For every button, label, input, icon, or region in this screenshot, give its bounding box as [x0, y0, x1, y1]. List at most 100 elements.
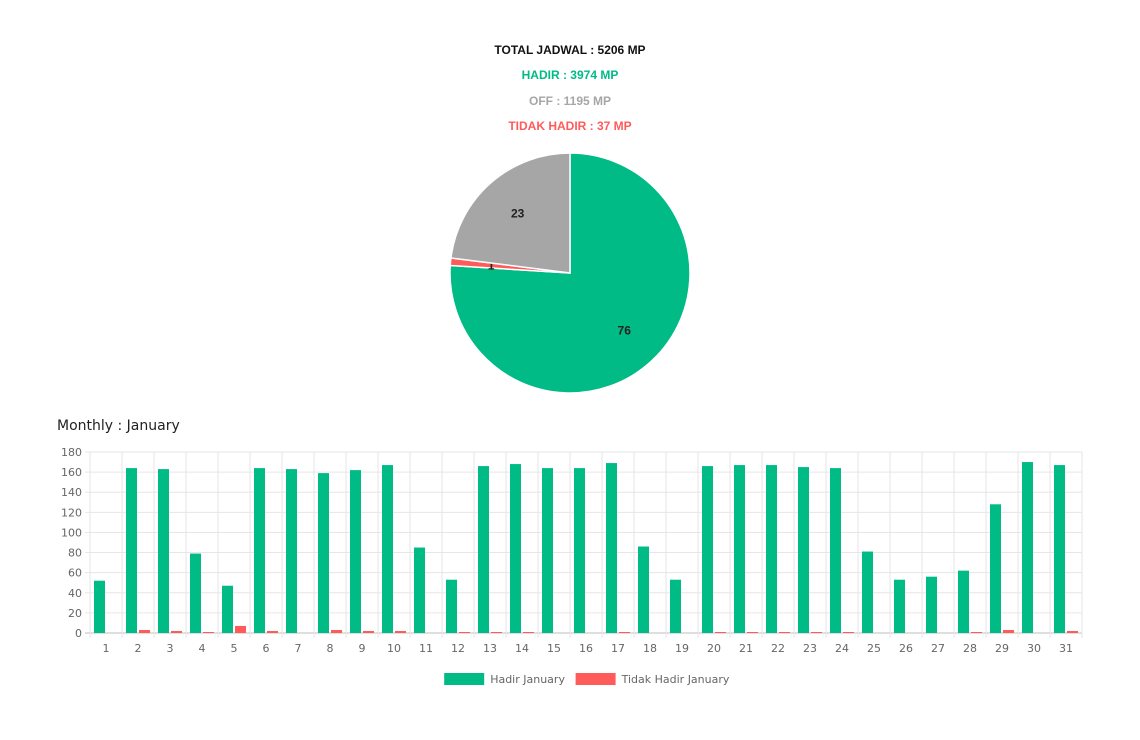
y-tick-label: 60 — [68, 567, 82, 580]
bar-tidak-hadir[interactable] — [843, 631, 854, 633]
bar-tidak-hadir[interactable] — [491, 631, 502, 633]
y-tick-label: 120 — [61, 506, 82, 519]
bar-tidak-hadir[interactable] — [619, 631, 630, 633]
bar-tidak-hadir[interactable] — [715, 631, 726, 633]
bar-hadir[interactable] — [766, 465, 777, 633]
bar-hadir[interactable] — [958, 570, 969, 633]
bar-hadir[interactable] — [318, 473, 329, 633]
bar-tidak-hadir[interactable] — [267, 630, 278, 633]
bar-hadir[interactable] — [158, 469, 169, 633]
x-tick-label: 27 — [931, 642, 945, 655]
bar-hadir[interactable] — [894, 579, 905, 633]
bar-hadir[interactable] — [670, 579, 681, 633]
monthly-bar-chart: 0 20 40 60 80 100 120 140 160 180 1 2 3 4 5 6 7 8 9 10 11 12 1… — [50, 440, 1090, 700]
x-tick-label: 13 — [483, 642, 497, 655]
bar-tidak-hadir[interactable] — [971, 631, 982, 633]
bar-hadir[interactable] — [1054, 465, 1065, 633]
pie-slice-hadir[interactable] — [449, 152, 691, 394]
bar-hadir[interactable] — [702, 466, 713, 633]
x-tick-label: 22 — [771, 642, 785, 655]
bar-hadir[interactable] — [126, 468, 137, 633]
x-tick-label: 10 — [387, 642, 401, 655]
x-tick-label: 8 — [327, 642, 334, 655]
bar-hadir[interactable] — [830, 468, 841, 633]
x-tick-label: 25 — [867, 642, 881, 655]
off-label: OFF : 1195 MP — [528, 94, 612, 108]
bar-tidak-hadir[interactable] — [171, 630, 182, 633]
bar-hadir[interactable] — [574, 468, 585, 633]
x-tick-label: 11 — [419, 642, 433, 655]
y-tick-label: 40 — [68, 587, 82, 600]
x-tick-label: 28 — [963, 642, 977, 655]
x-tick-label: 4 — [199, 642, 206, 655]
hadir-label: HADIR : 3974 MP — [521, 68, 619, 82]
bar-hadir[interactable] — [94, 580, 105, 633]
x-tick-label: 31 — [1059, 642, 1073, 655]
bar-hadir[interactable] — [1022, 462, 1033, 633]
bar-hadir[interactable] — [190, 553, 201, 633]
bar-hadir[interactable] — [542, 468, 553, 633]
attendance-pie-chart: 76 1 23 — [440, 145, 700, 405]
bar-tidak-hadir[interactable] — [1003, 629, 1014, 633]
legend-swatch-hadir[interactable] — [444, 673, 485, 685]
bar-hadir[interactable] — [926, 576, 937, 633]
legend-swatch-tidak-hadir[interactable] — [575, 673, 616, 685]
x-tick-label: 2 — [135, 642, 142, 655]
bar-hadir[interactable] — [286, 469, 297, 633]
y-tick-label: 180 — [61, 446, 82, 459]
bar-hadir[interactable] — [478, 466, 489, 633]
x-tick-label: 12 — [451, 642, 465, 655]
x-tick-label: 26 — [899, 642, 913, 655]
bar-hadir[interactable] — [446, 579, 457, 633]
x-tick-label: 21 — [739, 642, 753, 655]
bar-tidak-hadir[interactable] — [1067, 630, 1078, 633]
x-tick-label: 16 — [579, 642, 593, 655]
bar-hadir[interactable] — [734, 465, 745, 633]
y-tick-label: 0 — [75, 627, 82, 640]
x-tick-label: 19 — [675, 642, 689, 655]
y-tick-label: 80 — [68, 547, 82, 560]
bar-hadir[interactable] — [990, 504, 1001, 633]
total-jadwal-label: TOTAL JADWAL : 5206 MP — [494, 43, 646, 57]
bar-hadir[interactable] — [510, 464, 521, 633]
bar-hadir[interactable] — [382, 465, 393, 633]
y-tick-label: 20 — [68, 607, 82, 620]
bar-hadir[interactable] — [414, 547, 425, 633]
bar-tidak-hadir[interactable] — [811, 631, 822, 633]
x-tick-label: 1 — [103, 642, 110, 655]
bar-hadir[interactable] — [350, 470, 361, 633]
x-tick-label: 14 — [515, 642, 529, 655]
pie-label-off: 23 — [511, 207, 525, 221]
bar-tidak-hadir[interactable] — [139, 629, 150, 633]
x-tick-label: 30 — [1027, 642, 1041, 655]
bar-tidak-hadir[interactable] — [331, 629, 342, 633]
bar-tidak-hadir[interactable] — [395, 630, 406, 633]
x-tick-label: 23 — [803, 642, 817, 655]
x-tick-label: 5 — [231, 642, 238, 655]
bar-hadir[interactable] — [254, 468, 265, 633]
y-tick-label: 140 — [61, 486, 82, 499]
bar-tidak-hadir[interactable] — [459, 631, 470, 633]
bar-tidak-hadir[interactable] — [523, 631, 534, 633]
x-tick-label: 7 — [295, 642, 302, 655]
bar-hadir[interactable] — [798, 467, 809, 633]
pie-slice-off[interactable] — [450, 152, 571, 274]
bar-tidak-hadir[interactable] — [235, 625, 246, 633]
bar-tidak-hadir[interactable] — [363, 630, 374, 633]
x-tick-label: 6 — [263, 642, 270, 655]
x-tick-label: 29 — [995, 642, 1009, 655]
bar-tidak-hadir[interactable] — [203, 631, 214, 633]
bar-hadir[interactable] — [606, 463, 617, 633]
bar-hadir[interactable] — [638, 546, 649, 633]
y-tick-label: 160 — [61, 466, 82, 479]
bar-tidak-hadir[interactable] — [779, 631, 790, 633]
bar-tidak-hadir[interactable] — [747, 631, 758, 633]
bar-hadir[interactable] — [862, 551, 873, 633]
bar-hadir[interactable] — [222, 585, 233, 633]
x-tick-label: 9 — [359, 642, 366, 655]
legend-label-hadir[interactable]: Hadir January — [490, 673, 565, 686]
x-tick-label: 20 — [707, 642, 721, 655]
pie-label-tidak_hadir: 1 — [488, 259, 495, 273]
legend-label-tidak-hadir[interactable]: Tidak Hadir January — [621, 673, 730, 686]
